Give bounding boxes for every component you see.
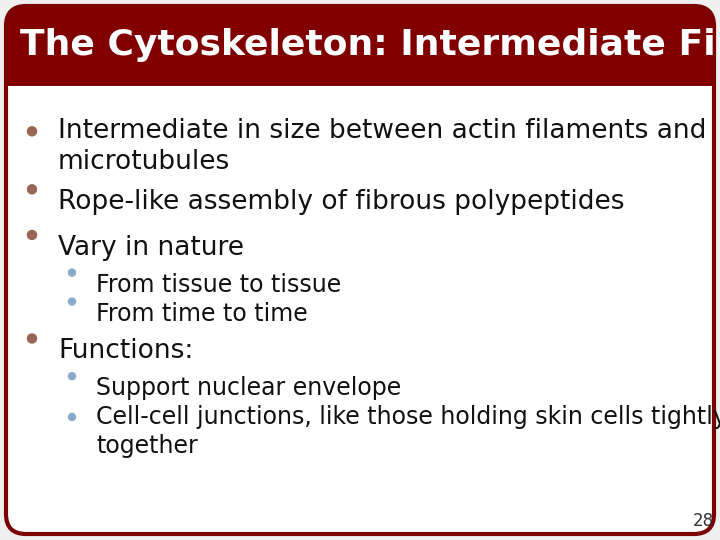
Circle shape bbox=[27, 127, 37, 136]
Circle shape bbox=[68, 373, 76, 380]
Text: Rope-like assembly of fibrous polypeptides: Rope-like assembly of fibrous polypeptid… bbox=[58, 190, 624, 215]
Text: Intermediate in size between actin filaments and
microtubules: Intermediate in size between actin filam… bbox=[58, 118, 706, 175]
Bar bbox=[6, 68, 714, 88]
Text: The Cytoskeleton: Intermediate Filaments: The Cytoskeleton: Intermediate Filaments bbox=[20, 28, 720, 62]
Circle shape bbox=[68, 269, 76, 276]
Circle shape bbox=[27, 334, 37, 343]
Circle shape bbox=[27, 231, 37, 239]
FancyBboxPatch shape bbox=[6, 6, 714, 534]
FancyBboxPatch shape bbox=[6, 6, 714, 88]
Text: Functions:: Functions: bbox=[58, 339, 194, 364]
Text: 28: 28 bbox=[693, 512, 714, 530]
Circle shape bbox=[68, 298, 76, 305]
Text: Support nuclear envelope: Support nuclear envelope bbox=[96, 376, 401, 400]
Text: Cell-cell junctions, like those holding skin cells tightly
together: Cell-cell junctions, like those holding … bbox=[96, 405, 720, 458]
Circle shape bbox=[27, 185, 37, 194]
Text: From time to time: From time to time bbox=[96, 301, 307, 326]
Text: From tissue to tissue: From tissue to tissue bbox=[96, 273, 341, 296]
Text: Vary in nature: Vary in nature bbox=[58, 235, 244, 261]
Circle shape bbox=[68, 414, 76, 421]
